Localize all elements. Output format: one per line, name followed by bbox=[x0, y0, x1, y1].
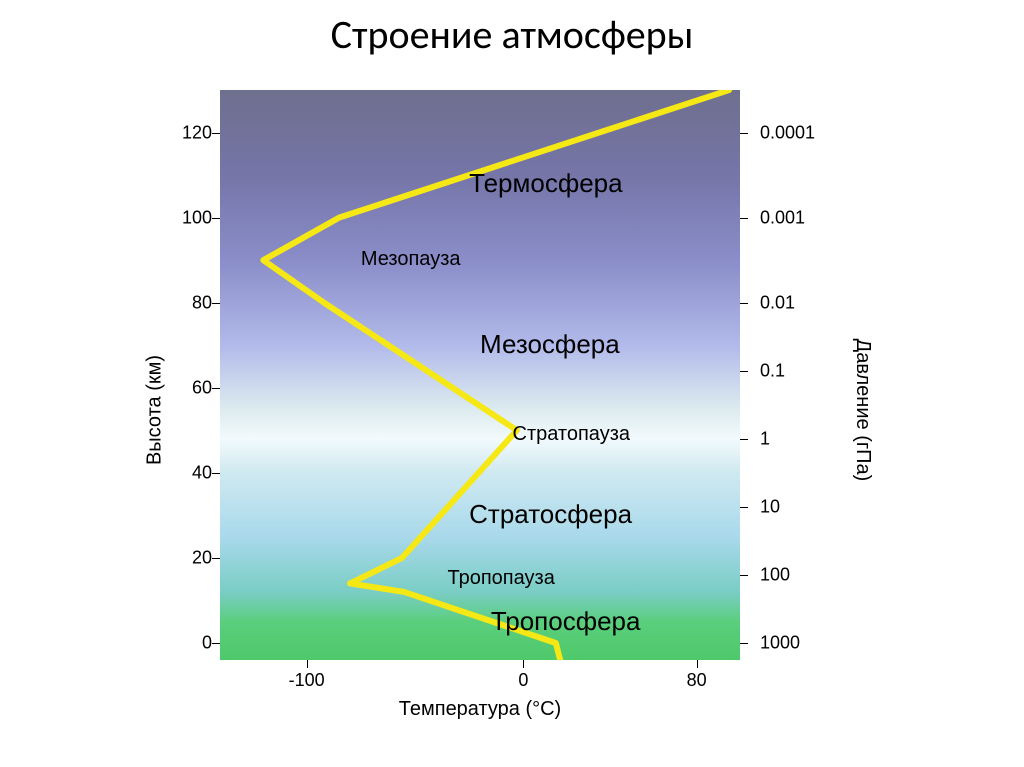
layer-label: Мезопауза bbox=[361, 248, 461, 271]
y-tick-mark bbox=[212, 473, 220, 474]
y2-axis-label: Давление (гПа) bbox=[851, 339, 874, 482]
x-tick-mark bbox=[523, 660, 524, 668]
slide-title: Строение атмосферы bbox=[0, 10, 1024, 59]
layer-label: Стратопауза bbox=[513, 423, 631, 446]
y-tick-mark bbox=[212, 388, 220, 389]
x-tick-label: -100 bbox=[289, 670, 325, 691]
y2-tick-label: 1000 bbox=[760, 632, 800, 653]
y2-tick-mark bbox=[740, 439, 748, 440]
y2-tick-mark bbox=[740, 575, 748, 576]
y-tick-label: 60 bbox=[192, 377, 212, 398]
layer-label: Тропосфера bbox=[491, 606, 641, 637]
y-tick-label: 0 bbox=[202, 632, 212, 653]
y-tick-mark bbox=[212, 218, 220, 219]
layer-label: Термосфера bbox=[469, 168, 622, 199]
y-tick-mark bbox=[212, 133, 220, 134]
y2-tick-mark bbox=[740, 218, 748, 219]
y-tick-label: 120 bbox=[182, 122, 212, 143]
x-axis-label: Температура (°C) bbox=[220, 698, 740, 721]
y-tick-mark bbox=[212, 643, 220, 644]
y2-tick-mark bbox=[740, 507, 748, 508]
y2-tick-label: 0.01 bbox=[760, 292, 795, 313]
x-tick-mark bbox=[307, 660, 308, 668]
x-tick-label: 80 bbox=[687, 670, 707, 691]
layer-label: Стратосфера bbox=[469, 499, 632, 530]
y2-tick-label: 0.1 bbox=[760, 360, 785, 381]
slide: Строение атмосферы Высота (км) Давление … bbox=[0, 0, 1024, 767]
atmosphere-figure: Высота (км) Давление (гПа) Температура (… bbox=[100, 80, 924, 740]
y2-tick-mark bbox=[740, 133, 748, 134]
y-axis-label: Высота (км) bbox=[144, 355, 167, 465]
y-tick-mark bbox=[212, 558, 220, 559]
y2-tick-mark bbox=[740, 303, 748, 304]
y2-tick-label: 0.0001 bbox=[760, 122, 815, 143]
layer-label: Тропопауза bbox=[448, 567, 555, 590]
x-tick-label: 0 bbox=[518, 670, 528, 691]
x-tick-mark bbox=[697, 660, 698, 668]
y-tick-mark bbox=[212, 303, 220, 304]
y-tick-label: 80 bbox=[192, 292, 212, 313]
y2-tick-mark bbox=[740, 643, 748, 644]
y-tick-label: 100 bbox=[182, 207, 212, 228]
y-tick-label: 20 bbox=[192, 547, 212, 568]
y-tick-label: 40 bbox=[192, 462, 212, 483]
y2-tick-label: 0.001 bbox=[760, 207, 805, 228]
y2-tick-label: 10 bbox=[760, 496, 780, 517]
y2-tick-mark bbox=[740, 371, 748, 372]
layer-label: Мезосфера bbox=[480, 329, 620, 360]
y2-tick-label: 1 bbox=[760, 428, 770, 449]
y2-tick-label: 100 bbox=[760, 564, 790, 585]
